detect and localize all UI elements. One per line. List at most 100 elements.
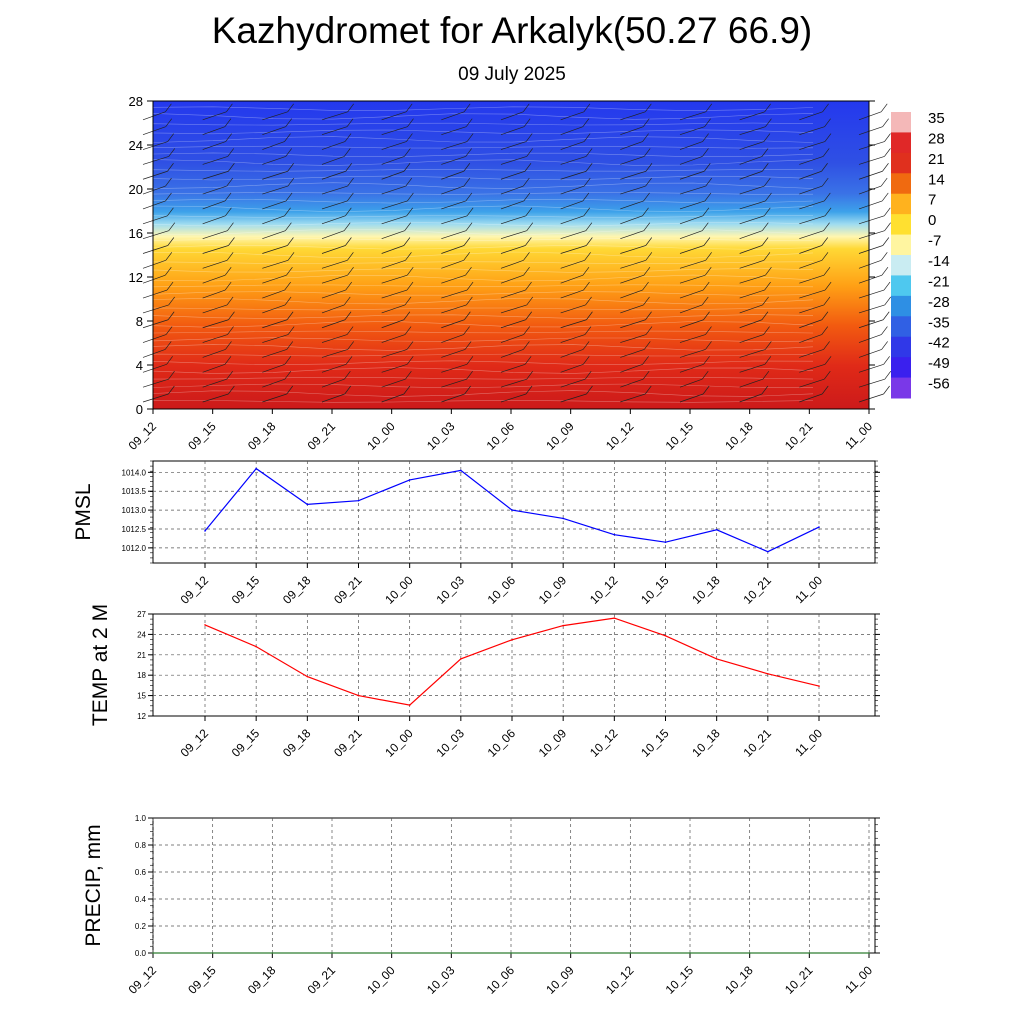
wind-barb: [679, 289, 704, 299]
wind-barb: [560, 245, 587, 254]
wind-barb: [799, 185, 823, 195]
wind-barb-flag: [824, 133, 832, 142]
wind-barb: [799, 378, 825, 388]
wind-barb-flag: [404, 326, 412, 335]
wind-barb-flag: [406, 266, 414, 276]
wind-barb: [441, 230, 467, 239]
contour-line: [152, 383, 814, 389]
wind-barb-flag: [464, 385, 471, 395]
y-tick-label: 27: [137, 610, 146, 619]
wind-barb: [381, 185, 406, 195]
wind-barb-flag: [167, 163, 174, 172]
wind-barb: [202, 274, 226, 284]
wind-barb-flag: [347, 252, 354, 261]
wind-barb: [202, 185, 227, 195]
data-point: [408, 479, 411, 481]
wind-barb: [560, 393, 587, 403]
contour-line: [152, 113, 814, 120]
wind-barb: [560, 126, 583, 136]
y-tick-label: 1.0: [135, 814, 147, 823]
wind-barb-flag: [525, 207, 533, 217]
wind-barb: [262, 260, 289, 269]
wind-barb-flag: [226, 370, 233, 380]
wind-barb-flag: [404, 222, 411, 231]
wind-barb: [679, 349, 706, 358]
wind-barb-flag: [761, 237, 769, 246]
wind-barb: [381, 319, 404, 329]
contour-line: [152, 390, 814, 397]
wind-barb-flag: [347, 341, 354, 350]
contour-line: [152, 344, 814, 351]
wind-barb: [142, 200, 166, 210]
x-tick-label: 10_09: [536, 573, 570, 607]
wind-barb: [321, 274, 348, 284]
wind-barb-flag: [823, 296, 831, 306]
wind-barb-flag: [823, 266, 831, 276]
wind-barb-flag: [883, 356, 890, 365]
data-point: [629, 952, 632, 954]
wind-barb-flag: [346, 326, 354, 335]
wind-barb: [560, 185, 585, 195]
wind-barb-flag: [343, 222, 351, 231]
wind-barb: [321, 141, 346, 150]
wind-barb: [620, 349, 645, 358]
wind-barb-flag: [586, 311, 593, 320]
y-tick-label: 1012.5: [122, 525, 147, 534]
wind-barb: [799, 349, 824, 358]
x-tick-label: 10_00: [364, 963, 398, 997]
wind-barb-flag: [284, 356, 292, 365]
wind-barb-flag: [586, 385, 593, 395]
x-tick-label: 11_00: [792, 573, 825, 606]
x-tick-label: 11_00: [842, 963, 875, 996]
wind-barb: [500, 304, 527, 314]
wind-barb-flag: [406, 133, 413, 142]
wind-barb-flag: [407, 192, 414, 202]
wind-barb-flag: [526, 296, 534, 306]
wind-barb-flag: [403, 237, 411, 246]
wind-barb-flag: [643, 148, 651, 157]
wind-barb-flag: [464, 341, 472, 350]
wind-barb: [321, 334, 348, 343]
wind-barb: [142, 245, 168, 254]
wind-barb-flag: [463, 163, 471, 172]
wind-barb: [142, 170, 168, 180]
wind-barb: [262, 393, 287, 403]
x-tick-label: 09_21: [331, 573, 365, 607]
x-tick-label: 09_12: [178, 726, 212, 760]
wind-barb: [799, 393, 823, 403]
x-tick-label: 09_18: [280, 573, 314, 607]
wind-barb-flag: [702, 207, 710, 217]
wind-barb-flag: [883, 385, 890, 395]
colorbar-label: 7: [928, 192, 936, 209]
wind-barb-flag: [582, 356, 590, 365]
wind-barb: [321, 378, 345, 388]
wind-barb-flag: [466, 207, 474, 217]
wind-barb: [262, 215, 285, 225]
wind-barb-flag: [645, 252, 653, 261]
y-tick-label: 0.2: [135, 922, 147, 931]
x-tick-label: 10_00: [364, 419, 398, 453]
wind-barb-flag: [227, 222, 234, 231]
contour-lines: [152, 106, 814, 403]
wind-barb: [858, 245, 883, 254]
wind-barb-flag: [824, 118, 831, 127]
wind-barb: [560, 349, 584, 358]
wind-barb-flag: [582, 341, 590, 350]
x-tick-label: 11_00: [842, 419, 875, 452]
x-tick-label: 09_12: [126, 963, 160, 997]
wind-barb-flag: [167, 237, 175, 246]
wind-barb-flag: [166, 281, 174, 291]
wind-barb-flag: [765, 266, 772, 276]
x-tick-label: 10_06: [485, 573, 519, 607]
wind-barb-flag: [642, 207, 649, 217]
x-tick-label: 10_18: [689, 573, 723, 607]
colorbar-label: 0: [928, 212, 936, 229]
wind-barb: [739, 260, 765, 269]
y-axis-label: PRECIP, mm: [82, 824, 105, 946]
wind-barb-flag: [705, 326, 712, 335]
wind-barb: [321, 185, 348, 195]
wind-barb: [620, 245, 646, 254]
wind-barb-flag: [642, 281, 649, 291]
wind-barb-flag: [228, 237, 235, 246]
wind-barb: [858, 111, 882, 121]
